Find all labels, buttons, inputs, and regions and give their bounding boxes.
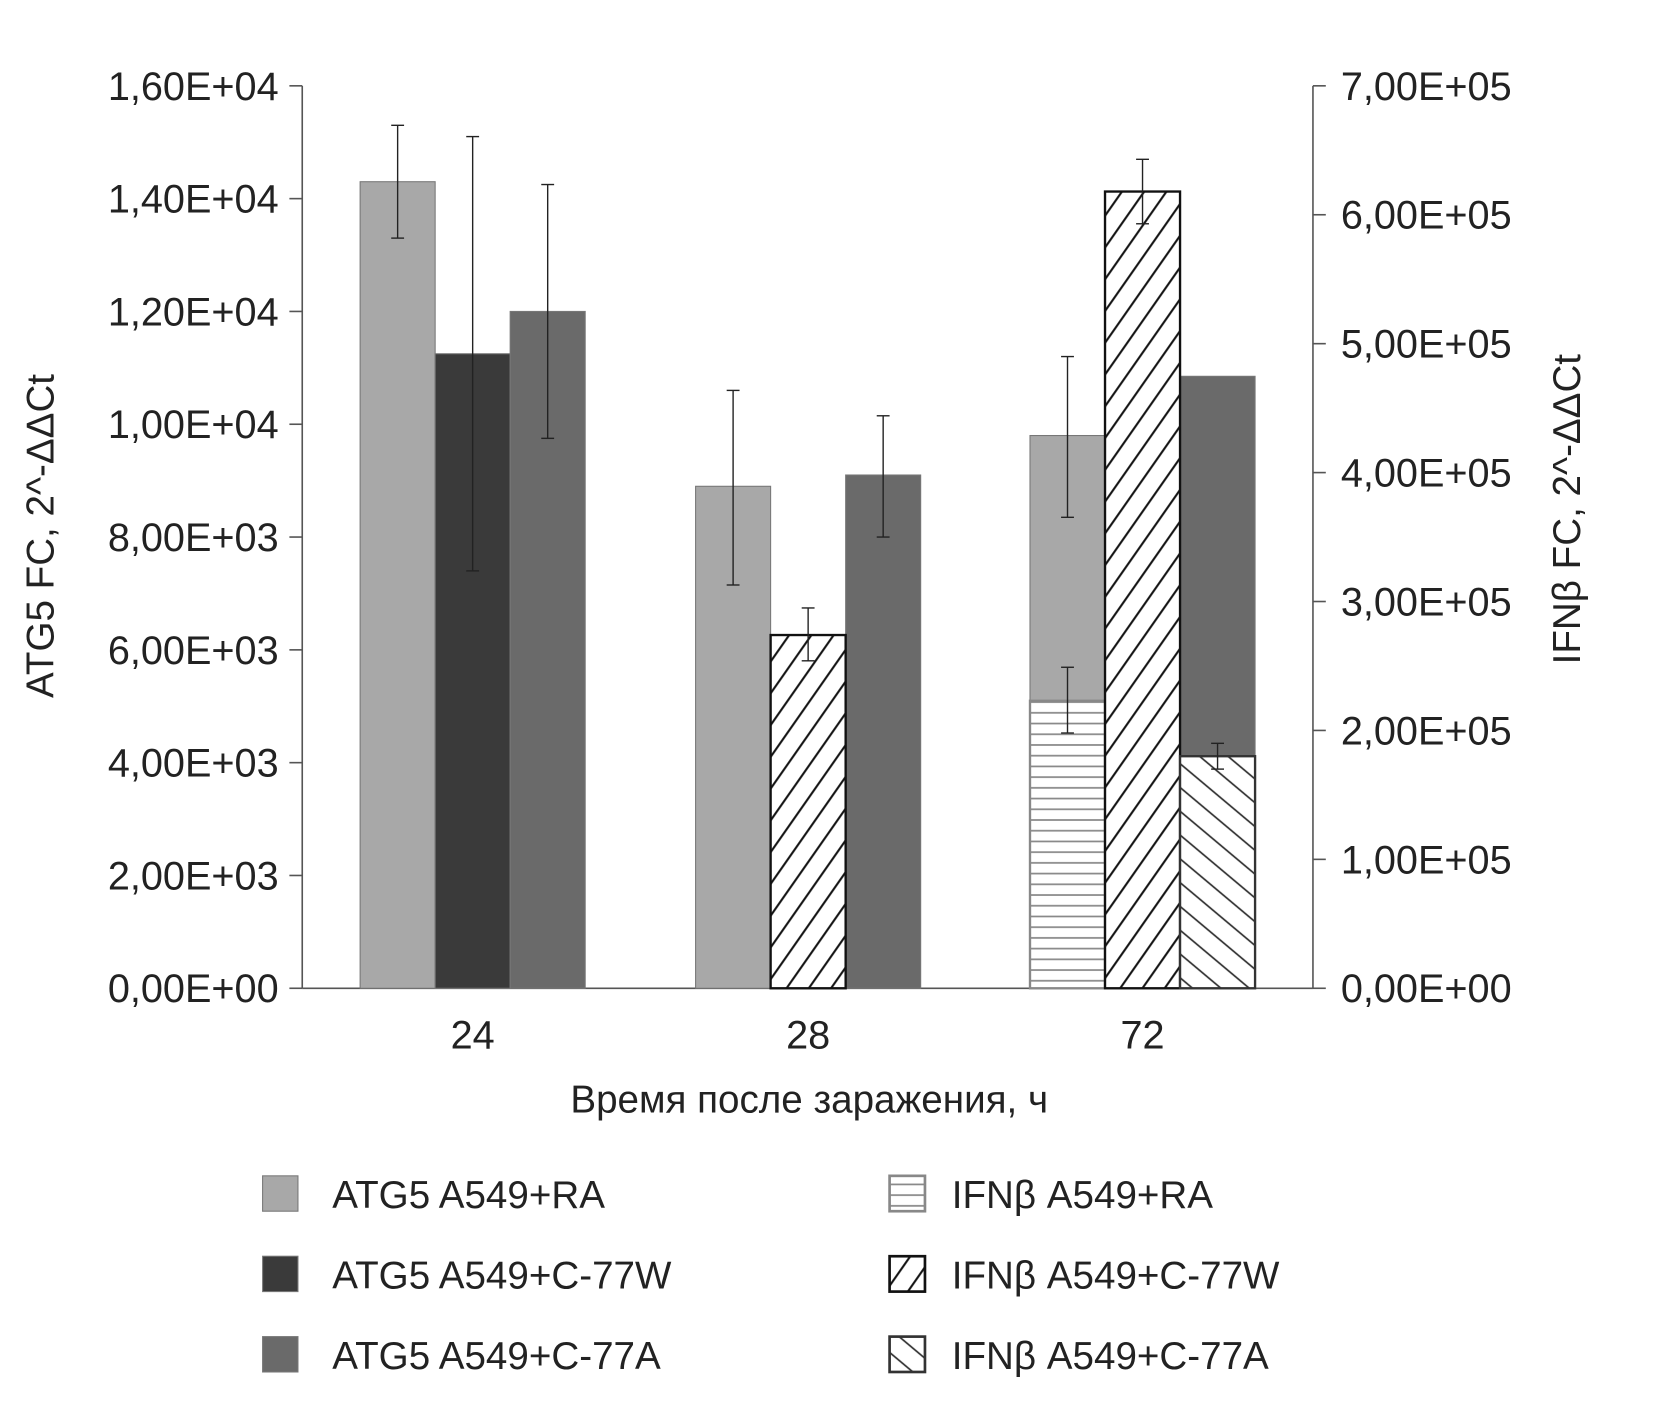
y-tick-label-left: 6,00E+03 bbox=[108, 629, 279, 673]
bar bbox=[1178, 755, 1257, 990]
legend-swatch bbox=[888, 1174, 927, 1213]
y-tick-label-right: 3,00E+05 bbox=[1341, 580, 1512, 624]
y-tick-label-left: 4,00E+03 bbox=[108, 742, 279, 786]
y-tick-label-left: 8,00E+03 bbox=[108, 516, 279, 560]
legend-swatch bbox=[262, 1255, 299, 1293]
legend-label: ATG5 A549+C-77W bbox=[332, 1254, 672, 1297]
x-axis-label: Время после заражения, ч bbox=[570, 1079, 1048, 1122]
y-tick-label-left: 1,40E+04 bbox=[108, 178, 279, 222]
y-tick-label-right: 2,00E+05 bbox=[1341, 709, 1512, 753]
bar bbox=[769, 633, 847, 990]
legend-label: IFNβ A549+C-77A bbox=[952, 1335, 1269, 1378]
y-tick-label-right: 5,00E+05 bbox=[1341, 323, 1512, 367]
legend-label: ATG5 A549+RA bbox=[332, 1174, 605, 1217]
legend-swatch bbox=[888, 1254, 927, 1293]
axes: 0,00E+00 2,00E+03 4,00E+03 6,00E+03 8,00E+03… bbox=[108, 65, 1512, 1058]
bar bbox=[1028, 699, 1107, 990]
x-tick-label: 28 bbox=[786, 1013, 830, 1057]
y-axis-label-left: ATG5 FC, 2^-ΔΔCt bbox=[20, 374, 63, 698]
legend-swatch bbox=[888, 1335, 927, 1374]
legend-label: IFNβ A549+C-77W bbox=[952, 1254, 1280, 1297]
bar bbox=[1103, 190, 1182, 990]
y-tick-label-right: 0,00E+00 bbox=[1341, 967, 1512, 1011]
x-tick-label: 72 bbox=[1120, 1013, 1164, 1057]
x-tick-label: 24 bbox=[451, 1013, 495, 1057]
bar bbox=[845, 474, 922, 989]
legend-label: ATG5 A549+C-77A bbox=[332, 1335, 661, 1378]
y-tick-label-right: 4,00E+05 bbox=[1341, 452, 1512, 496]
y-tick-label-left: 0,00E+00 bbox=[108, 967, 279, 1011]
legend-label: IFNβ A549+RA bbox=[952, 1174, 1214, 1217]
y-tick-label-left: 1,60E+04 bbox=[108, 65, 279, 109]
bars bbox=[359, 181, 1257, 990]
y-axis-label-right: IFNβ FC, 2^-ΔΔCt bbox=[1546, 354, 1589, 665]
y-tick-label-right: 6,00E+05 bbox=[1341, 194, 1512, 238]
y-tick-label-left: 1,00E+04 bbox=[108, 403, 279, 447]
legend-swatch bbox=[262, 1175, 299, 1212]
y-tick-label-left: 1,20E+04 bbox=[108, 290, 279, 334]
error-bars bbox=[391, 124, 1224, 770]
y-tick-label-right: 7,00E+05 bbox=[1341, 65, 1512, 109]
legend-swatch bbox=[262, 1336, 299, 1373]
y-tick-label-left: 2,00E+03 bbox=[108, 854, 279, 898]
legend: ATG5 A549+RA ATG5 A549+C-77W ATG5 A549+C-7… bbox=[262, 1174, 1280, 1378]
y-tick-label-right: 1,00E+05 bbox=[1341, 838, 1512, 882]
bar bbox=[359, 181, 436, 989]
